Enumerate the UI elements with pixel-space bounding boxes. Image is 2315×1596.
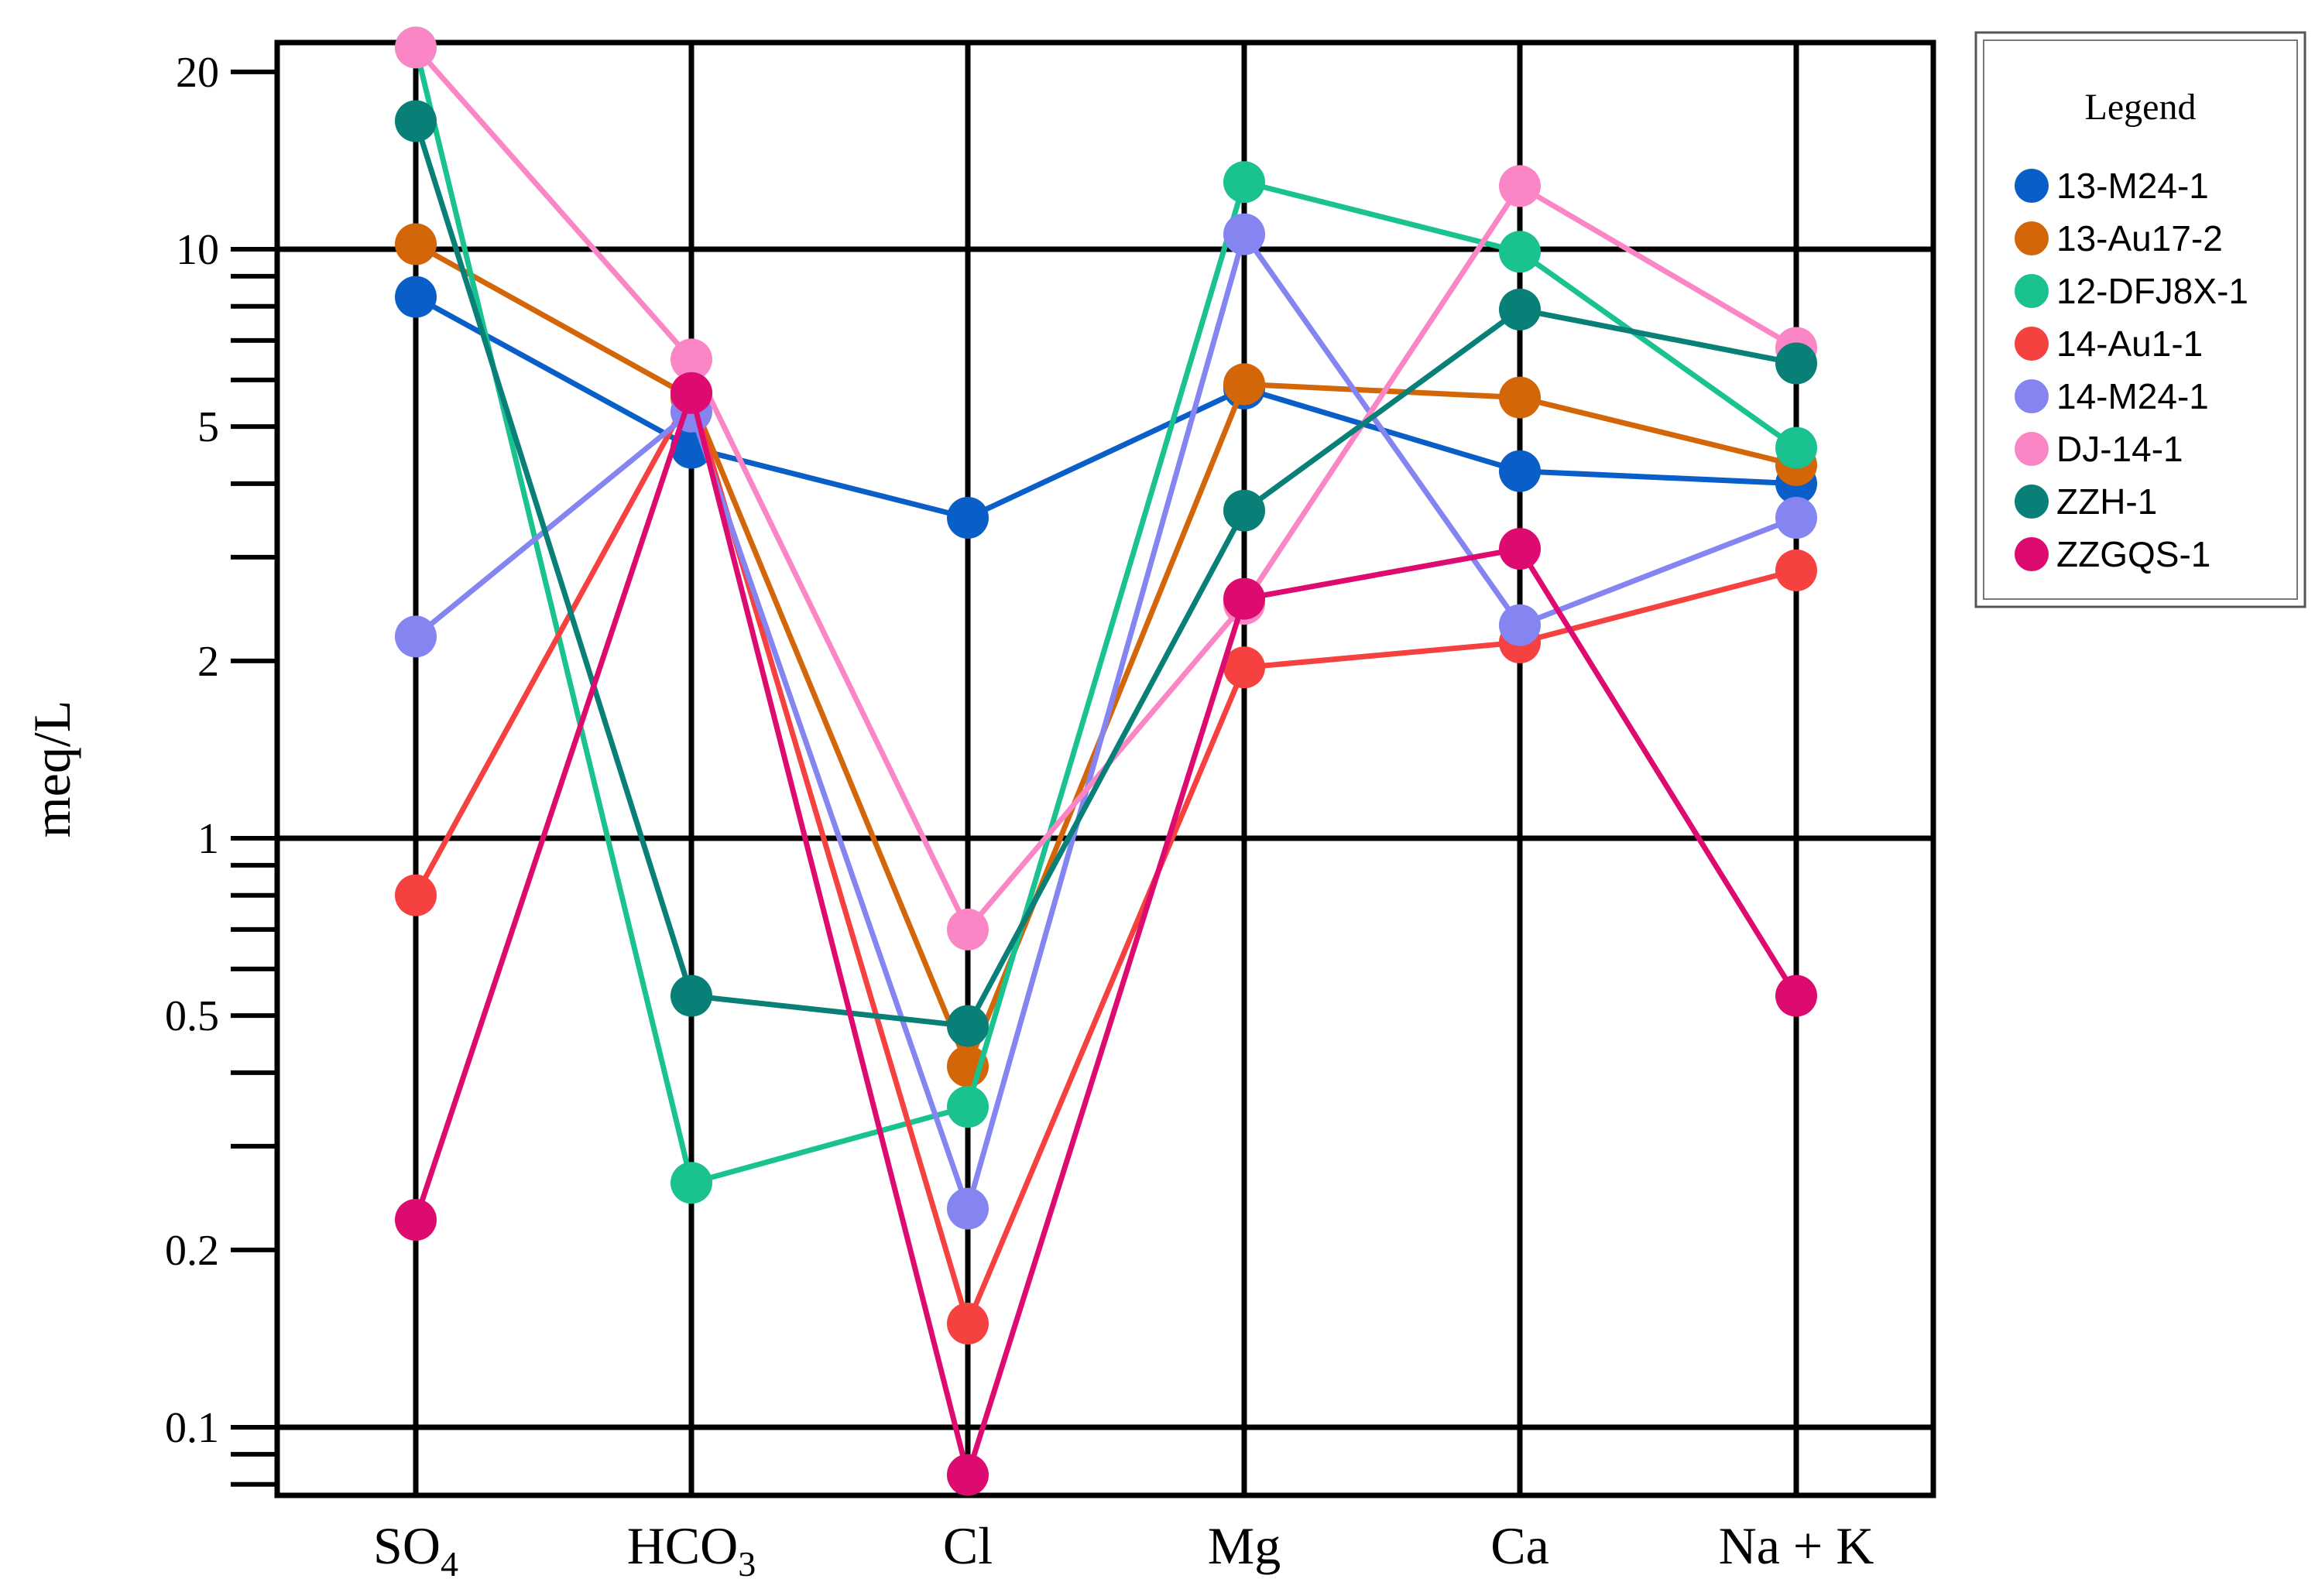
- legend-marker: [2015, 221, 2049, 255]
- legend-marker: [2015, 379, 2049, 413]
- data-point: [1223, 363, 1265, 406]
- series-line: [413, 120, 1797, 1029]
- y-tick-label: 0.2: [165, 1227, 219, 1275]
- legend-marker: [2015, 485, 2049, 519]
- legend-label: 12-DFJ8X-1: [2056, 271, 2248, 311]
- data-point: [1499, 165, 1541, 207]
- data-point: [395, 615, 437, 658]
- legend-marker: [2015, 432, 2049, 466]
- legend-label: 13-Au17-2: [2056, 218, 2223, 259]
- data-point: [1499, 450, 1541, 492]
- series-14-M24-1: [395, 213, 1817, 1230]
- data-point: [1499, 604, 1541, 646]
- data-series: [395, 26, 1817, 1496]
- y-tick-label: 0.5: [165, 992, 219, 1040]
- data-point: [395, 1199, 437, 1241]
- legend-label: 13-M24-1: [2056, 166, 2209, 206]
- data-point: [1499, 528, 1541, 570]
- series-line: [413, 231, 1798, 1212]
- series-line: [413, 390, 1799, 1478]
- series-ZZH-1: [395, 100, 1817, 1047]
- series-DJ-14-1: [395, 26, 1817, 950]
- data-point: [1223, 646, 1265, 689]
- data-point: [1499, 376, 1541, 419]
- y-axis-label: meq/L: [22, 700, 81, 838]
- legend-label: ZZH-1: [2056, 481, 2157, 522]
- legend: Legend 13-M24-1 13-Au17-2 12-DFJ8X-1 14-Au1-…: [1974, 31, 2306, 608]
- series-line: [414, 241, 1797, 1070]
- data-point: [1775, 974, 1817, 1017]
- data-point: [395, 26, 437, 69]
- y-tick-label: 5: [197, 403, 219, 451]
- axes: 0.1 0.2 0.5 1 2 5 10 20 meq/L SO4 HCO3 Cl Mg Ca Na + K: [22, 39, 1936, 1584]
- legend-label: DJ-14-1: [2056, 429, 2183, 469]
- series-14-Au1-1: [395, 372, 1817, 1344]
- data-point: [395, 223, 437, 265]
- data-point: [947, 1454, 989, 1496]
- legend-marker: [2015, 537, 2049, 571]
- legend-label: 14-M24-1: [2056, 376, 2209, 416]
- data-point: [1499, 231, 1541, 273]
- plot-frame: [274, 39, 1936, 1498]
- data-point: [947, 1187, 989, 1230]
- y-tick-label: 0.1: [165, 1404, 219, 1452]
- data-point: [670, 1162, 712, 1204]
- data-point: [395, 100, 437, 142]
- series-line: [413, 46, 1799, 1186]
- x-tick-label: SO4: [373, 1516, 458, 1584]
- data-point: [1499, 288, 1541, 331]
- data-point: [1775, 342, 1817, 385]
- data-point: [947, 908, 989, 950]
- series-line: [413, 390, 1797, 1327]
- data-point: [1223, 489, 1265, 532]
- data-point: [395, 874, 437, 916]
- x-tick-label: Cl: [943, 1516, 993, 1575]
- legend-marker: [2015, 274, 2049, 308]
- data-point: [947, 1086, 989, 1128]
- series-12-DFJ8X-1: [395, 26, 1817, 1204]
- data-point: [1775, 426, 1817, 469]
- data-point: [670, 372, 712, 414]
- x-tick-label: Mg: [1208, 1516, 1281, 1575]
- data-point: [1775, 497, 1817, 539]
- y-tick-label: 10: [176, 226, 219, 274]
- data-point: [670, 974, 712, 1017]
- data-point: [395, 276, 437, 318]
- data-point: [947, 1005, 989, 1047]
- series-13-M24-1: [395, 276, 1817, 539]
- series-line: [413, 46, 1798, 933]
- data-point: [947, 497, 989, 539]
- y-tick-label: 1: [197, 815, 219, 863]
- grid-lines: [277, 43, 1933, 1495]
- legend-marker: [2015, 327, 2049, 361]
- series-line: [414, 294, 1797, 521]
- data-point: [947, 1303, 989, 1344]
- x-tick-label: Ca: [1490, 1516, 1549, 1575]
- series-13-Au17-2: [395, 223, 1817, 1087]
- data-point: [670, 338, 712, 381]
- data-point: [1223, 161, 1265, 204]
- data-point: [1775, 549, 1817, 591]
- legend-inner-border: [1983, 39, 2298, 600]
- legend-label: 14-Au1-1: [2056, 324, 2203, 364]
- legend-label: ZZGQS-1: [2056, 534, 2210, 574]
- legend-title: Legend: [2085, 87, 2197, 128]
- y-tick-label: 20: [176, 49, 219, 97]
- data-point: [1223, 213, 1265, 255]
- data-point: [1223, 577, 1265, 620]
- x-tick-label: HCO3: [627, 1516, 756, 1584]
- series-ZZGQS-1: [395, 372, 1817, 1496]
- y-tick-label: 2: [197, 638, 219, 686]
- x-tick-label: Na + K: [1719, 1516, 1874, 1575]
- legend-marker: [2015, 169, 2049, 203]
